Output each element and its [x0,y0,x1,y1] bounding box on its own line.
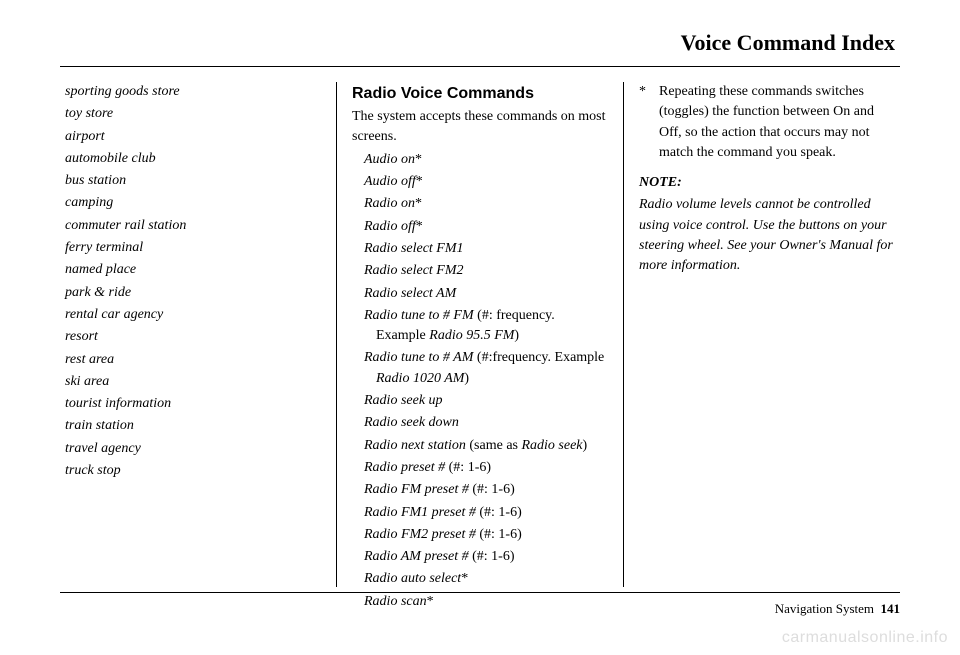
cmd-text: Radio next station [364,438,466,453]
page-footer: Navigation System 141 [775,601,900,617]
cmd-note: ) [464,371,469,386]
poi-item: park & ride [65,283,321,303]
poi-item: camping [65,193,321,213]
cmd-text: Radio FM preset # [364,482,469,497]
poi-item: airport [65,127,321,147]
cmd-text: Radio scan [364,594,427,609]
command-item: Radio scan* [364,592,608,612]
poi-item: rest area [65,350,321,370]
poi-item: train station [65,416,321,436]
cmd-example: Radio 95.5 FM [429,328,514,343]
star-icon: * [416,174,423,189]
star-icon: * [416,219,423,234]
column-right: * Repeating these commands switches (tog… [624,82,900,587]
poi-item: ski area [65,372,321,392]
command-item: Radio tune to # AM (#:frequency. Example… [364,348,608,389]
note-heading: NOTE: [639,173,895,193]
cmd-note: (#: 1-6) [469,482,515,497]
cmd-text: Radio FM2 preset # [364,527,476,542]
cmd-note: (same as [466,438,522,453]
command-item: Radio next station (same as Radio seek) [364,436,608,456]
footer-label: Navigation System [775,601,874,616]
command-item: Radio select AM [364,284,608,304]
cmd-note: (#: 1-6) [469,549,515,564]
poi-item: named place [65,260,321,280]
command-list: Audio on* Audio off* Radio on* Radio off… [352,150,608,612]
cmd-text: Radio tune to # FM [364,308,474,323]
cmd-text: Radio FM1 preset # [364,505,476,520]
cmd-text: Radio tune to # AM [364,350,473,365]
cmd-example: Radio 1020 AM [376,371,464,386]
poi-item: resort [65,327,321,347]
star-icon: * [427,594,434,609]
poi-item: tourist information [65,394,321,414]
note-body: Radio volume levels cannot be controlled… [639,195,895,276]
command-item: Radio seek down [364,413,608,433]
command-item: Radio on* [364,194,608,214]
command-item: Radio auto select* [364,569,608,589]
command-item: Radio off* [364,217,608,237]
star-icon: * [415,152,422,167]
cmd-text: Radio AM preset # [364,549,469,564]
poi-item: commuter rail station [65,216,321,236]
column-middle: Radio Voice Commands The system accepts … [336,82,624,587]
command-item: Radio select FM2 [364,261,608,281]
section-heading: Radio Voice Commands [352,82,608,105]
cmd-text: Radio on [364,196,415,211]
page-header-title: Voice Command Index [60,30,900,56]
cmd-note: ) [514,328,519,343]
star-icon: * [639,82,659,163]
poi-item: travel agency [65,439,321,459]
poi-item: bus station [65,171,321,191]
poi-item: automobile club [65,149,321,169]
cmd-text: Audio off [364,174,416,189]
poi-item: toy store [65,104,321,124]
poi-item: truck stop [65,461,321,481]
command-item: Radio FM2 preset # (#: 1-6) [364,525,608,545]
command-item: Radio preset # (#: 1-6) [364,458,608,478]
poi-item: sporting goods store [65,82,321,102]
watermark: carmanualsonline.info [782,629,948,647]
star-icon: * [415,196,422,211]
section-intro: The system accepts these commands on mos… [352,107,608,148]
command-item: Radio FM1 preset # (#: 1-6) [364,503,608,523]
star-icon: * [461,571,468,586]
cmd-text: Audio on [364,152,415,167]
cmd-note: (#: 1-6) [476,527,522,542]
column-left: sporting goods store toy store airport a… [60,82,336,587]
cmd-text: Radio auto select [364,571,461,586]
cmd-note: ) [583,438,588,453]
content-columns: sporting goods store toy store airport a… [60,82,900,587]
cmd-text: Radio preset # [364,460,445,475]
poi-item: ferry terminal [65,238,321,258]
footnote-text: Repeating these commands switches (toggl… [659,82,895,163]
cmd-note: (#: 1-6) [476,505,522,520]
footnote-block: * Repeating these commands switches (tog… [639,82,895,163]
command-item: Radio select FM1 [364,239,608,259]
cmd-text: Radio off [364,219,416,234]
page-number: 141 [881,601,901,616]
command-item: Radio seek up [364,391,608,411]
command-item: Radio AM preset # (#: 1-6) [364,547,608,567]
poi-item: rental car agency [65,305,321,325]
command-item: Audio on* [364,150,608,170]
divider-top [60,66,900,67]
cmd-note: (#:frequency. Example [473,350,604,365]
command-item: Audio off* [364,172,608,192]
cmd-example: Radio seek [521,438,582,453]
command-item: Radio FM preset # (#: 1-6) [364,480,608,500]
command-item: Radio tune to # FM (#: frequency. Exampl… [364,306,608,347]
cmd-note: (#: 1-6) [445,460,491,475]
